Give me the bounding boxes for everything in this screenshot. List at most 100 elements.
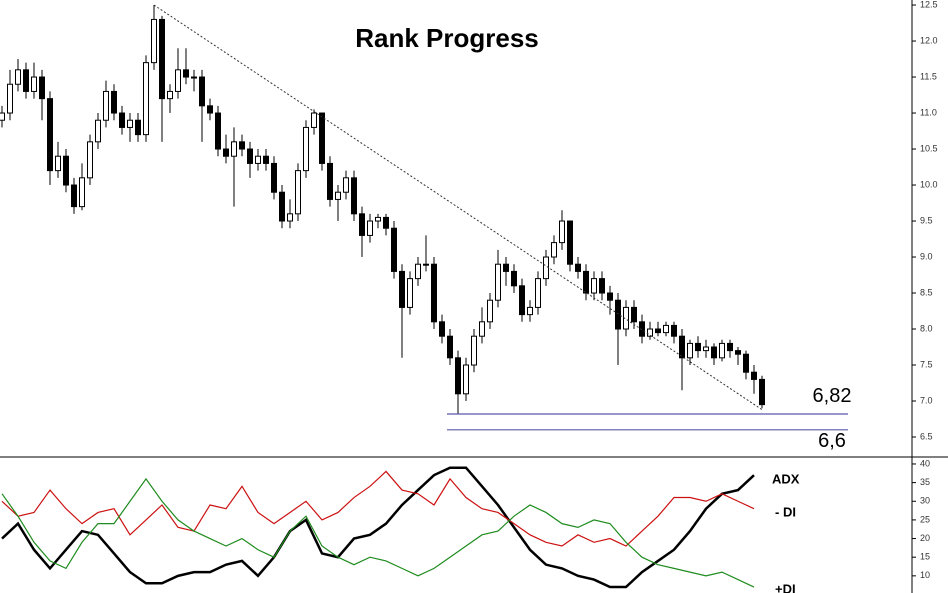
candle-body <box>191 76 197 79</box>
candle-body <box>503 263 509 272</box>
chart-title: Rank Progress <box>355 23 539 53</box>
candle-body <box>527 306 533 316</box>
candle-body <box>207 105 213 114</box>
y-tick-label: 8.5 <box>920 287 933 297</box>
candle-body <box>255 155 261 164</box>
candle-body <box>583 270 589 294</box>
candle-body <box>615 299 621 330</box>
y-tick-label: 8.0 <box>920 323 933 333</box>
legend-label: - DI <box>775 504 796 519</box>
y-tick-label: 25 <box>920 514 930 524</box>
candle-body <box>759 378 765 406</box>
candle-body <box>351 177 357 215</box>
candle-body <box>687 342 693 359</box>
candle-body <box>287 213 293 222</box>
candle-body <box>303 126 309 172</box>
candle-body <box>71 184 77 208</box>
candle-body <box>295 170 301 215</box>
candle-body <box>607 292 613 301</box>
candle-body <box>623 306 629 330</box>
y-tick-label: 15 <box>920 552 930 562</box>
candle-body <box>135 119 141 136</box>
candle-body <box>87 141 93 179</box>
y-tick-label: 7.5 <box>920 359 933 369</box>
legend-label: +DI <box>775 581 796 593</box>
candle-body <box>383 216 389 229</box>
candle-body <box>711 346 717 359</box>
y-tick-label: 30 <box>920 496 930 506</box>
candle-body <box>423 263 429 266</box>
candle-body <box>703 346 709 352</box>
candle-body <box>455 357 461 395</box>
candle-body <box>335 191 341 200</box>
level-label: 6,82 <box>813 385 852 407</box>
candle-body <box>415 263 421 280</box>
level-label: 6,6 <box>818 430 846 452</box>
candle-body <box>159 18 165 100</box>
candle-body <box>447 335 453 359</box>
candle-body <box>327 162 333 200</box>
candle-body <box>671 324 677 337</box>
candle-body <box>535 278 541 308</box>
candle-body <box>359 213 365 236</box>
candle-body <box>511 270 517 287</box>
candle-body <box>495 263 501 301</box>
candle-body <box>751 371 757 380</box>
y-tick-label: 12.0 <box>920 35 938 45</box>
candle-body <box>271 162 277 193</box>
candle-body <box>319 112 325 164</box>
candle-body <box>279 191 285 222</box>
candle-body <box>647 328 653 337</box>
indicator-line <box>1 470 755 547</box>
candle-body <box>127 119 133 128</box>
candle-body <box>239 141 245 150</box>
candle-body <box>591 278 597 294</box>
y-tick-label: 7.0 <box>920 395 933 405</box>
candle-body <box>471 335 477 366</box>
candle-body <box>119 112 125 128</box>
candle-body <box>143 62 149 136</box>
y-tick-label: 9.0 <box>920 251 933 261</box>
trendline <box>153 4 763 411</box>
y-tick-label: 11.5 <box>920 71 937 81</box>
candle-body <box>631 306 637 323</box>
legend-label: ADX <box>772 471 800 486</box>
candle-body <box>167 90 173 100</box>
candle-body <box>23 69 29 92</box>
candle-body <box>735 350 741 355</box>
candle-body <box>95 119 101 143</box>
candle-body <box>679 335 685 359</box>
y-tick-label: 35 <box>920 477 930 487</box>
indicator-line <box>1 466 755 589</box>
candle-body <box>367 220 373 236</box>
candle-body <box>263 155 269 164</box>
y-tick-label: 40 <box>920 458 930 468</box>
candle-body <box>63 155 69 186</box>
candle-body <box>391 227 397 272</box>
candle-body <box>463 364 469 395</box>
candle-body <box>15 69 21 85</box>
candle-body <box>727 342 733 352</box>
candle-body <box>47 98 53 172</box>
candle-body <box>247 148 253 164</box>
candle-body <box>543 256 549 280</box>
candle-body <box>199 76 205 107</box>
y-tick-label: 10.0 <box>920 179 938 189</box>
candle-body <box>695 342 701 352</box>
candle-body <box>111 90 117 114</box>
candle-body <box>407 278 413 308</box>
candle-body <box>55 155 61 172</box>
candle-body <box>31 76 37 92</box>
candle-body <box>231 141 237 157</box>
candle-body <box>215 112 221 150</box>
y-tick-label: 11.0 <box>920 107 937 117</box>
candle-body <box>655 328 661 334</box>
y-tick-label: 9.5 <box>920 215 933 225</box>
candle-body <box>0 112 5 121</box>
candle-body <box>39 76 45 100</box>
candle-body <box>519 285 525 316</box>
candle-body <box>175 69 181 92</box>
candle-body <box>7 83 13 114</box>
